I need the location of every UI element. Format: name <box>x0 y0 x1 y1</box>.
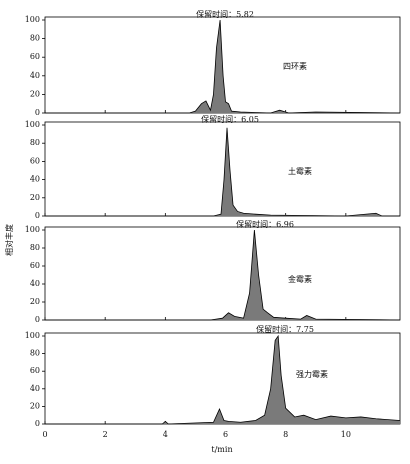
y-tick-label: 20 <box>30 89 40 98</box>
y-tick-label: 0 <box>35 108 40 117</box>
panel-frame <box>44 332 401 425</box>
x-tick-label: 8 <box>283 430 288 439</box>
chromatogram-line <box>45 334 401 425</box>
peak-area <box>45 336 400 424</box>
y-tick-label: 40 <box>30 279 40 288</box>
x-tick-label: 4 <box>163 430 168 439</box>
y-tick-label: 0 <box>35 315 40 324</box>
y-tick-label: 100 <box>25 225 40 234</box>
chromatogram-line <box>45 19 401 114</box>
retention-time-label: 保留时间：6.05 <box>201 114 259 124</box>
y-tick-label: 40 <box>30 71 40 80</box>
peak-area <box>45 230 400 320</box>
retention-time-label: 保留时间：7.75 <box>256 324 314 334</box>
peak-area <box>45 127 400 216</box>
x-tick-label: 10 <box>341 430 351 439</box>
y-tick-label: 20 <box>30 193 40 202</box>
compound-label: 金霉素 <box>288 274 312 284</box>
y-tick-label: 20 <box>30 297 40 306</box>
y-tick-label: 0 <box>35 211 40 220</box>
chromatogram-line <box>45 229 401 321</box>
retention-time-label: 保留时间：6.96 <box>236 219 294 229</box>
chromatogram-line <box>45 127 400 217</box>
panel-frame <box>44 226 401 321</box>
y-tick-label: 100 <box>25 331 40 340</box>
y-tick-label: 60 <box>30 156 40 165</box>
y-tick-label: 80 <box>30 138 40 147</box>
y-tick-label: 60 <box>30 261 40 270</box>
y-tick-label: 80 <box>30 34 40 43</box>
y-axis-label: 相对丰度 <box>4 224 14 256</box>
x-tick-label: 2 <box>103 430 108 439</box>
compound-label: 强力霉素 <box>296 369 328 379</box>
x-tick-label: 6 <box>223 430 228 439</box>
y-tick-label: 40 <box>30 384 40 393</box>
compound-label: 四环素 <box>283 61 307 71</box>
x-tick-label: 0 <box>42 430 47 439</box>
y-tick-label: 100 <box>25 15 40 24</box>
y-tick-label: 0 <box>35 419 40 428</box>
y-tick-label: 60 <box>30 366 40 375</box>
x-axis-label: t/min <box>211 445 232 454</box>
y-tick-label: 40 <box>30 175 40 184</box>
y-tick-label: 80 <box>30 243 40 252</box>
compound-label: 土霉素 <box>288 166 312 176</box>
y-tick-label: 20 <box>30 401 40 410</box>
y-tick-label: 100 <box>25 120 40 129</box>
y-tick-label: 60 <box>30 52 40 61</box>
retention-time-label: 保留时间：5.82 <box>196 9 254 19</box>
y-tick-label: 80 <box>30 349 40 358</box>
